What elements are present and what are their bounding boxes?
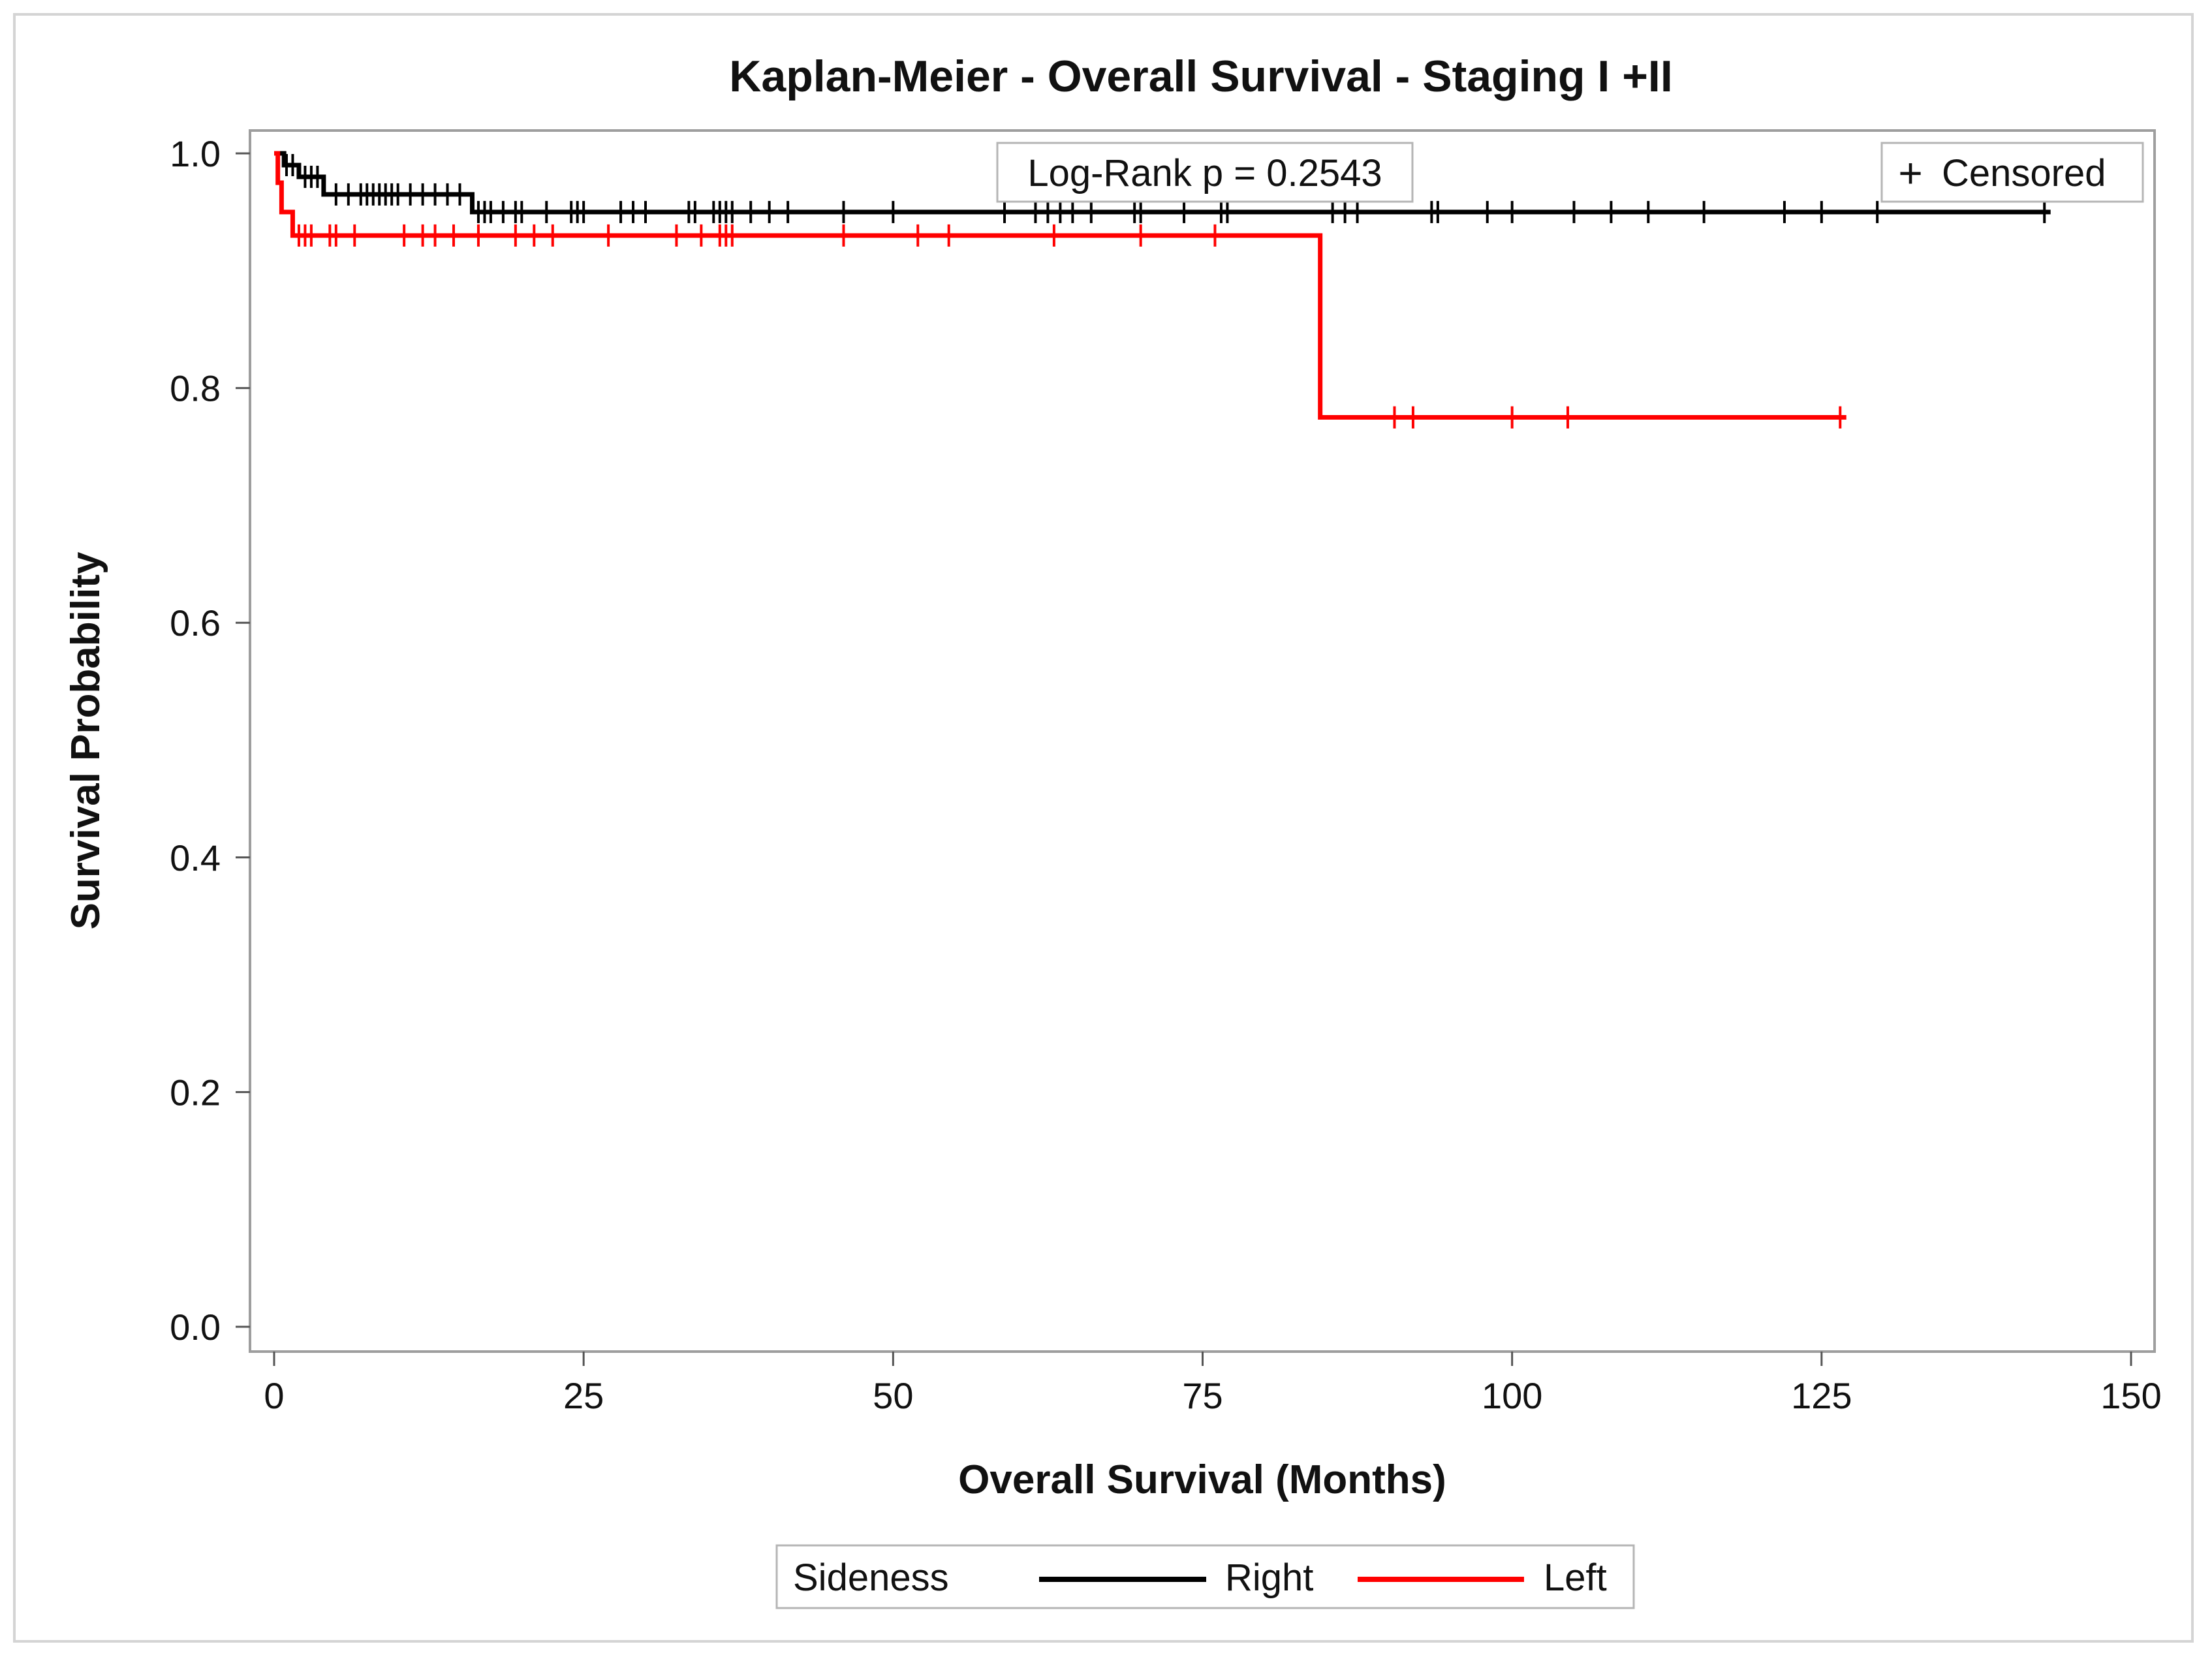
chart-title: Kaplan-Meier - Overall Survival - Stagin… (729, 52, 1672, 101)
censor-marks (285, 153, 2046, 429)
x-tick-label: 100 (1482, 1375, 1542, 1416)
group-legend: Sideness Right Left (775, 1544, 1635, 1609)
y-tick-label: 0.6 (170, 602, 221, 643)
plot-area (249, 129, 2156, 1353)
x-axis-label: Overall Survival (Months) (958, 1457, 1446, 1502)
censored-legend: + Censored (1880, 142, 2144, 203)
axes: 0 25 50 75 100 125 150 0.0 0.2 0.4 0.6 0.8 1.0 (170, 133, 2162, 1416)
x-tick-label: 0 (264, 1375, 284, 1416)
y-axis-label: Survival Probability (63, 551, 108, 929)
x-tick-label: 25 (563, 1375, 604, 1416)
y-tick-label: 1.0 (170, 133, 221, 174)
log-rank-text: Log-Rank p = 0.2543 (1027, 152, 1382, 194)
censored-legend-label: Censored (1942, 152, 2106, 194)
legend-label-right: Right (1225, 1556, 1313, 1599)
y-tick-label: 0.2 (170, 1072, 221, 1113)
legend-title: Sideness (793, 1556, 949, 1599)
survival-curve-left (274, 151, 1846, 420)
y-tick-label: 0.8 (170, 368, 221, 409)
y-tick-label: 0.0 (170, 1307, 221, 1348)
censored-legend-symbol: + (1898, 149, 1922, 196)
x-tick-label: 150 (2100, 1375, 2161, 1416)
log-rank-annotation: Log-Rank p = 0.2543 (996, 142, 1414, 203)
x-tick-label: 125 (1791, 1375, 1852, 1416)
legend-label-left: Left (1544, 1556, 1607, 1599)
x-tick-label: 50 (873, 1375, 913, 1416)
y-tick-label: 0.4 (170, 837, 221, 878)
x-tick-label: 75 (1182, 1375, 1223, 1416)
